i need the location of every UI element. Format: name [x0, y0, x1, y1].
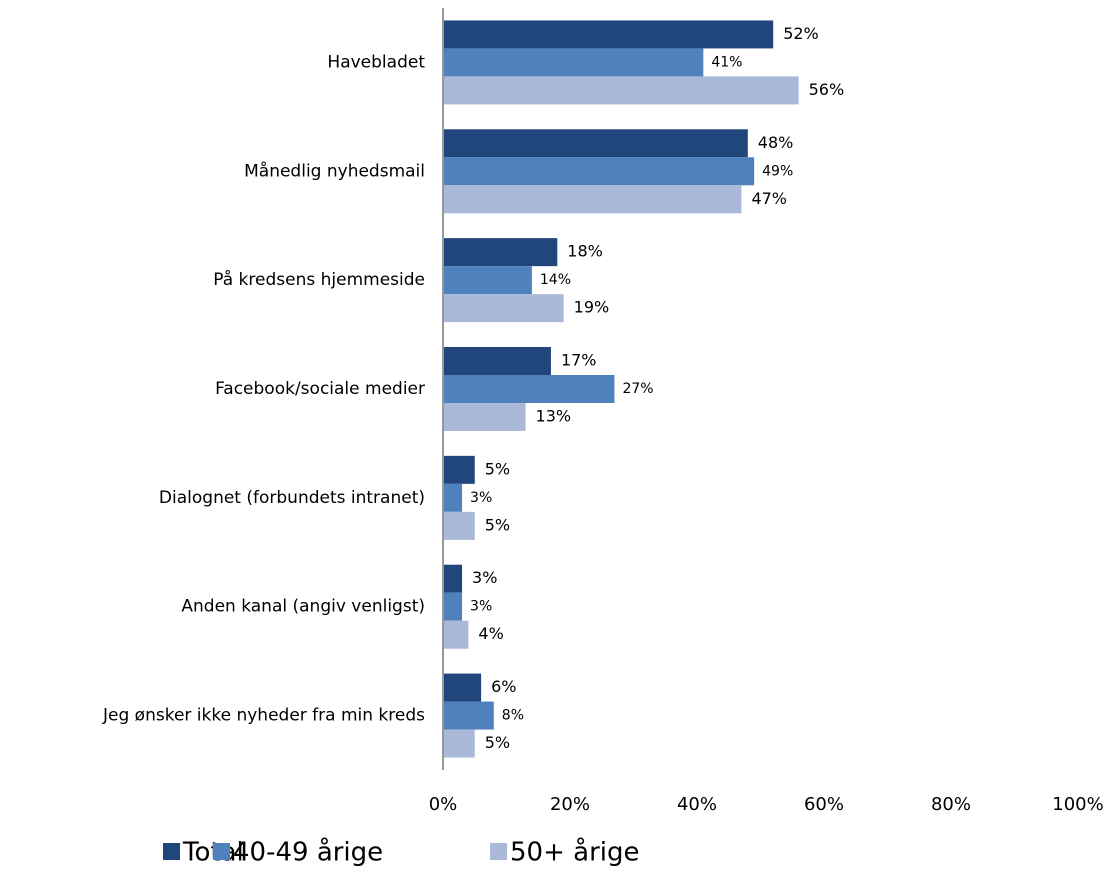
bar	[443, 403, 526, 431]
legend-label: 40-49 årige	[233, 837, 383, 868]
value-label: 3%	[470, 599, 492, 615]
x-tick-label: 60%	[804, 794, 844, 815]
bar	[443, 157, 755, 186]
bar	[443, 620, 469, 649]
value-label: 3%	[472, 568, 497, 587]
legend-swatch	[163, 843, 180, 860]
bar	[443, 375, 615, 403]
value-label: 5%	[485, 459, 510, 478]
value-label: 14%	[540, 272, 571, 288]
value-label: 6%	[491, 677, 516, 696]
category-label: Jeg ønsker ikke nyheder fra min kreds	[102, 706, 425, 726]
category-label: På kredsens hjemmeside	[213, 269, 425, 290]
x-tick-label: 20%	[550, 794, 590, 815]
value-label: 47%	[751, 189, 787, 208]
bar	[443, 592, 463, 621]
bar	[443, 185, 742, 214]
value-label: 18%	[567, 242, 603, 261]
bar	[443, 455, 475, 484]
value-label: 19%	[574, 298, 610, 317]
value-label: 48%	[758, 133, 794, 152]
value-label: 52%	[783, 24, 819, 43]
x-tick-label: 80%	[931, 794, 971, 815]
category-label: Havebladet	[327, 52, 425, 72]
legend-swatch	[490, 843, 507, 860]
value-label: 27%	[622, 381, 653, 397]
bar	[443, 238, 558, 267]
value-label: 49%	[762, 163, 793, 179]
value-label: 3%	[470, 490, 492, 506]
value-label: 8%	[502, 708, 524, 724]
value-label: 5%	[485, 733, 510, 752]
x-tick-label: 100%	[1052, 794, 1103, 815]
value-label: 41%	[711, 54, 742, 70]
bar	[443, 294, 564, 323]
legend-label: Total	[182, 838, 244, 868]
value-label: 13%	[536, 407, 572, 426]
bar	[443, 76, 799, 105]
value-label: 4%	[478, 624, 503, 643]
bar	[443, 48, 704, 77]
bar	[443, 673, 482, 702]
value-label: 17%	[561, 351, 597, 370]
bar	[443, 347, 551, 375]
value-label: 56%	[809, 80, 845, 99]
bar	[443, 483, 463, 512]
bar	[443, 20, 774, 49]
category-label: Facebook/sociale medier	[215, 379, 425, 399]
bar	[443, 266, 532, 295]
category-label: Anden kanal (angiv venligst)	[181, 597, 425, 617]
bar	[443, 701, 494, 730]
x-tick-label: 0%	[429, 794, 458, 815]
legend-swatch	[213, 843, 230, 860]
bar	[443, 564, 463, 593]
value-label: 5%	[485, 515, 510, 534]
bar	[443, 511, 475, 540]
category-label: Månedlig nyhedsmail	[244, 160, 425, 181]
category-label: Dialognet (forbundets intranet)	[159, 488, 425, 508]
bar	[443, 729, 475, 758]
legend-label: 50+ årige	[510, 837, 639, 868]
bar	[443, 129, 748, 158]
x-tick-label: 40%	[677, 794, 717, 815]
